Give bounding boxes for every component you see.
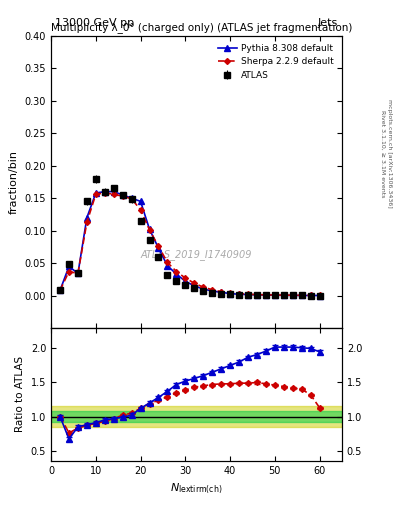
Pythia 8.308 default: [299, 292, 304, 298]
Pythia 8.308 default: [317, 292, 322, 298]
Sherpa 2.2.9 default: [111, 191, 116, 197]
Sherpa 2.2.9 default: [120, 193, 125, 199]
Sherpa 2.2.9 default: [210, 287, 215, 293]
Sherpa 2.2.9 default: [317, 292, 322, 298]
X-axis label: $N_{\rm lextirm(ch)}$: $N_{\rm lextirm(ch)}$: [170, 481, 223, 496]
Legend: Pythia 8.308 default, Sherpa 2.2.9 default, ATLAS: Pythia 8.308 default, Sherpa 2.2.9 defau…: [215, 40, 338, 83]
Pythia 8.308 default: [228, 290, 232, 296]
Pythia 8.308 default: [120, 192, 125, 198]
Pythia 8.308 default: [111, 188, 116, 195]
Sherpa 2.2.9 default: [58, 287, 62, 293]
Pythia 8.308 default: [94, 190, 98, 196]
Pythia 8.308 default: [263, 292, 268, 298]
Pythia 8.308 default: [308, 292, 313, 298]
Sherpa 2.2.9 default: [246, 291, 250, 297]
Sherpa 2.2.9 default: [147, 227, 152, 233]
Pythia 8.308 default: [192, 283, 196, 289]
Sherpa 2.2.9 default: [174, 268, 179, 274]
Pythia 8.308 default: [210, 288, 215, 294]
Sherpa 2.2.9 default: [129, 196, 134, 202]
Sherpa 2.2.9 default: [165, 260, 170, 266]
Sherpa 2.2.9 default: [156, 243, 161, 249]
Sherpa 2.2.9 default: [290, 292, 295, 298]
Pythia 8.308 default: [255, 292, 259, 298]
Text: 13000 GeV pp: 13000 GeV pp: [55, 18, 134, 28]
Pythia 8.308 default: [75, 270, 80, 276]
Pythia 8.308 default: [183, 278, 188, 284]
Sherpa 2.2.9 default: [75, 270, 80, 276]
Sherpa 2.2.9 default: [281, 292, 286, 298]
Pythia 8.308 default: [129, 195, 134, 201]
Pythia 8.308 default: [246, 291, 250, 297]
Line: Sherpa 2.2.9 default: Sherpa 2.2.9 default: [58, 191, 321, 297]
Text: Jets: Jets: [318, 18, 338, 28]
Text: Multiplicity λ_0° (charged only) (ATLAS jet fragmentation): Multiplicity λ_0° (charged only) (ATLAS …: [51, 23, 353, 33]
Sherpa 2.2.9 default: [308, 292, 313, 298]
Pythia 8.308 default: [272, 292, 277, 298]
Pythia 8.308 default: [237, 291, 241, 297]
Pythia 8.308 default: [201, 286, 206, 292]
Sherpa 2.2.9 default: [255, 291, 259, 297]
Pythia 8.308 default: [147, 226, 152, 232]
Pythia 8.308 default: [138, 198, 143, 204]
Sherpa 2.2.9 default: [94, 191, 98, 197]
Y-axis label: fraction/bin: fraction/bin: [9, 150, 19, 214]
Pythia 8.308 default: [156, 245, 161, 251]
Sherpa 2.2.9 default: [138, 207, 143, 213]
Sherpa 2.2.9 default: [228, 290, 232, 296]
Pythia 8.308 default: [84, 215, 89, 221]
Pythia 8.308 default: [67, 263, 72, 269]
Pythia 8.308 default: [290, 292, 295, 298]
Text: ATLAS_2019_I1740909: ATLAS_2019_I1740909: [141, 249, 252, 261]
Line: Pythia 8.308 default: Pythia 8.308 default: [57, 189, 322, 298]
Pythia 8.308 default: [165, 263, 170, 269]
Sherpa 2.2.9 default: [237, 290, 241, 296]
Pythia 8.308 default: [174, 271, 179, 277]
Sherpa 2.2.9 default: [84, 219, 89, 225]
Sherpa 2.2.9 default: [219, 289, 224, 295]
Sherpa 2.2.9 default: [67, 268, 72, 274]
Y-axis label: Ratio to ATLAS: Ratio to ATLAS: [15, 356, 25, 433]
Sherpa 2.2.9 default: [103, 190, 107, 196]
Sherpa 2.2.9 default: [192, 280, 196, 286]
Pythia 8.308 default: [103, 188, 107, 195]
Sherpa 2.2.9 default: [263, 292, 268, 298]
Sherpa 2.2.9 default: [299, 292, 304, 298]
Sherpa 2.2.9 default: [272, 292, 277, 298]
Sherpa 2.2.9 default: [183, 275, 188, 281]
Pythia 8.308 default: [58, 287, 62, 293]
Sherpa 2.2.9 default: [201, 284, 206, 290]
Text: Rivet 3.1.10, ≥ 3.1M events: Rivet 3.1.10, ≥ 3.1M events: [381, 110, 386, 197]
Pythia 8.308 default: [281, 292, 286, 298]
Pythia 8.308 default: [219, 289, 224, 295]
Text: mcplots.cern.ch [arXiv:1306.3436]: mcplots.cern.ch [arXiv:1306.3436]: [387, 99, 391, 208]
